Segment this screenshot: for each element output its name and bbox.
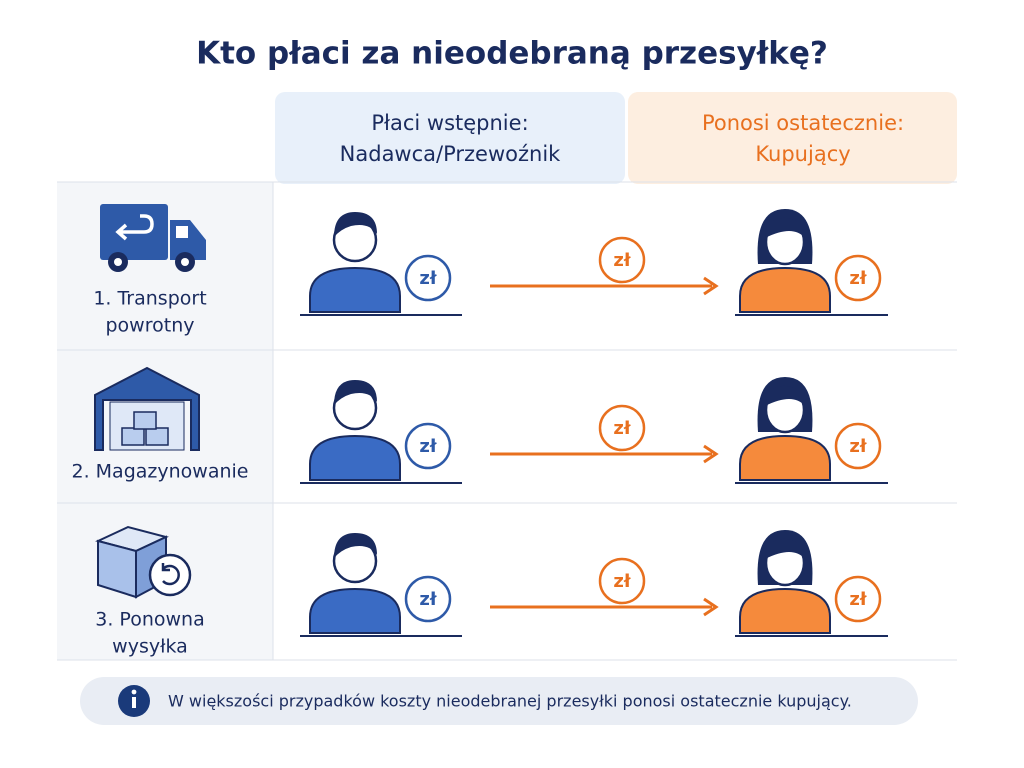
- coin-label: zł: [613, 418, 631, 439]
- row-label: 3. Ponowna: [95, 609, 204, 631]
- coin: [834, 254, 882, 302]
- person-body: [739, 587, 831, 634]
- person-hair: [334, 533, 377, 558]
- title: Kto płaci za nieodebraną przesyłkę?: [196, 36, 828, 72]
- coin: [834, 575, 882, 623]
- arrow-head: [703, 444, 719, 464]
- person-hair: [334, 380, 377, 405]
- person-hair: [334, 212, 377, 237]
- person-bangs: [765, 538, 805, 559]
- warehouse-roof: [94, 366, 200, 451]
- info-icon-dot: [131, 689, 137, 695]
- row: 3. Ponowna wysyłka zł zł zł: [57, 502, 957, 658]
- row: 1. Transport powrotny zł zł zł: [93, 204, 888, 337]
- header-box-left: [275, 92, 625, 184]
- coin-label: zł: [849, 436, 867, 457]
- return-arrow: [161, 563, 180, 586]
- coin-label: zł: [613, 571, 631, 592]
- coin-label: zł: [419, 589, 437, 610]
- arrow-head: [703, 597, 719, 617]
- warehouse-box: [121, 427, 145, 446]
- coin: [404, 422, 452, 470]
- row-label: wysyłka: [112, 636, 188, 658]
- header-box-right: [628, 92, 957, 184]
- note: W większości przypadków koszty nieodebra…: [168, 692, 852, 711]
- row-label: 2. Magazynowanie: [72, 461, 249, 483]
- person-bangs: [765, 385, 805, 406]
- person-bangs: [765, 217, 805, 238]
- truck-arrow: [115, 214, 154, 241]
- coin-label: zł: [419, 436, 437, 457]
- warehouse-box: [133, 411, 157, 430]
- note-box: [80, 677, 918, 725]
- row: 2. Magazynowanie zł zł zł: [57, 349, 957, 484]
- person-body: [739, 434, 831, 481]
- truck-hub: [114, 258, 122, 266]
- info-icon-stem: [132, 697, 136, 708]
- coin: [404, 254, 452, 302]
- person-body: [309, 266, 401, 313]
- coin: [598, 236, 646, 284]
- column-sublabel: Kupujący: [755, 142, 850, 166]
- column-sublabel: Nadawca/Przewoźnik: [340, 142, 562, 166]
- coin: [598, 557, 646, 605]
- person-body: [739, 266, 831, 313]
- coin: [834, 422, 882, 470]
- warehouse-box: [145, 427, 169, 446]
- coin-label: zł: [849, 589, 867, 610]
- return-badge: [148, 553, 192, 597]
- arrow-head: [703, 276, 719, 296]
- truck-window: [176, 226, 188, 238]
- row-label: 1. Transport: [93, 288, 206, 310]
- row-label: powrotny: [106, 315, 195, 337]
- coin: [598, 404, 646, 452]
- coin: [404, 575, 452, 623]
- coin-label: zł: [849, 268, 867, 289]
- person-body: [309, 587, 401, 634]
- person-body: [309, 434, 401, 481]
- coin-label: zł: [419, 268, 437, 289]
- column-label: Ponosi ostatecznie:: [702, 111, 904, 135]
- coin-label: zł: [613, 250, 631, 271]
- truck-hub: [181, 258, 189, 266]
- column-label: Płaci wstępnie:: [371, 111, 528, 135]
